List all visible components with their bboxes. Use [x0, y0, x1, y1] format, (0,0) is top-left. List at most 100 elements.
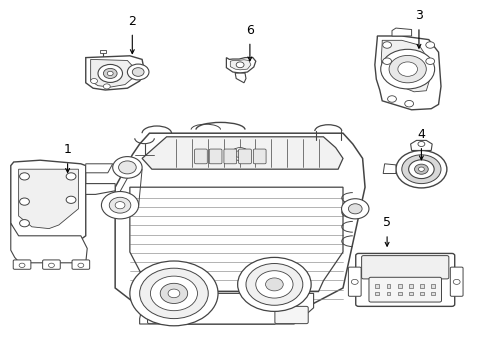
Bar [431, 292, 435, 295]
Polygon shape [91, 59, 135, 87]
Circle shape [107, 71, 113, 76]
Circle shape [388, 96, 396, 102]
Circle shape [402, 155, 441, 184]
Bar [100, 50, 106, 53]
Text: 5: 5 [383, 216, 391, 229]
Circle shape [132, 68, 144, 76]
FancyBboxPatch shape [13, 260, 31, 269]
Bar [375, 292, 379, 295]
Polygon shape [235, 73, 246, 83]
Bar [409, 292, 413, 295]
Polygon shape [11, 223, 87, 263]
Circle shape [91, 78, 98, 84]
Polygon shape [226, 58, 256, 73]
Circle shape [418, 167, 424, 171]
Circle shape [168, 289, 180, 298]
Polygon shape [86, 164, 113, 173]
Circle shape [426, 42, 435, 48]
Circle shape [127, 64, 149, 80]
Bar [398, 292, 402, 295]
Circle shape [383, 42, 392, 48]
Circle shape [426, 58, 435, 64]
Circle shape [20, 220, 29, 227]
Circle shape [109, 197, 131, 213]
Bar [398, 284, 402, 288]
Bar [420, 284, 424, 288]
Circle shape [235, 150, 245, 158]
Polygon shape [140, 293, 314, 324]
Polygon shape [381, 40, 429, 92]
Polygon shape [86, 184, 115, 194]
FancyBboxPatch shape [147, 306, 183, 324]
Circle shape [115, 202, 125, 209]
FancyBboxPatch shape [253, 149, 266, 164]
FancyBboxPatch shape [450, 267, 463, 296]
Polygon shape [86, 56, 145, 90]
FancyBboxPatch shape [275, 306, 308, 324]
Polygon shape [230, 60, 251, 70]
Circle shape [160, 283, 188, 303]
FancyBboxPatch shape [369, 277, 441, 302]
Circle shape [20, 173, 29, 180]
Circle shape [396, 150, 447, 188]
Circle shape [418, 141, 425, 147]
FancyBboxPatch shape [43, 260, 60, 269]
Circle shape [20, 198, 29, 205]
Circle shape [246, 264, 303, 305]
Circle shape [342, 199, 369, 219]
Bar [409, 284, 413, 288]
Circle shape [389, 55, 426, 83]
Text: 2: 2 [128, 15, 136, 28]
Circle shape [405, 100, 414, 107]
FancyBboxPatch shape [72, 260, 90, 269]
Circle shape [415, 164, 428, 174]
Circle shape [348, 204, 362, 214]
Circle shape [256, 271, 293, 298]
Circle shape [231, 148, 249, 161]
Circle shape [130, 261, 218, 326]
Text: 6: 6 [246, 24, 254, 37]
Text: 1: 1 [64, 143, 72, 156]
Circle shape [103, 84, 110, 89]
Polygon shape [375, 36, 441, 110]
Text: 3: 3 [415, 9, 423, 22]
Circle shape [266, 278, 283, 291]
Circle shape [49, 263, 54, 267]
Bar [420, 292, 424, 295]
Circle shape [150, 276, 197, 311]
Polygon shape [142, 137, 343, 169]
Circle shape [381, 49, 435, 89]
Circle shape [238, 257, 311, 311]
FancyBboxPatch shape [348, 267, 361, 296]
Circle shape [101, 192, 139, 219]
Circle shape [19, 263, 25, 267]
Circle shape [119, 161, 136, 174]
Circle shape [409, 160, 434, 179]
FancyBboxPatch shape [362, 256, 449, 279]
Polygon shape [392, 28, 412, 36]
Circle shape [98, 64, 122, 82]
FancyBboxPatch shape [224, 149, 237, 164]
Text: 4: 4 [417, 128, 425, 141]
Polygon shape [11, 160, 86, 257]
Polygon shape [19, 169, 78, 229]
Bar [387, 284, 391, 288]
Polygon shape [411, 140, 432, 150]
Circle shape [140, 268, 208, 319]
Circle shape [398, 62, 417, 76]
FancyBboxPatch shape [209, 149, 222, 164]
Bar [431, 284, 435, 288]
FancyBboxPatch shape [195, 149, 207, 164]
FancyBboxPatch shape [356, 253, 455, 306]
Bar [387, 292, 391, 295]
Circle shape [113, 157, 142, 178]
Circle shape [453, 279, 460, 284]
Circle shape [236, 62, 244, 68]
Circle shape [383, 58, 392, 64]
Circle shape [66, 173, 76, 180]
Circle shape [103, 68, 117, 78]
Circle shape [78, 263, 84, 267]
Polygon shape [115, 133, 365, 324]
FancyBboxPatch shape [239, 149, 251, 164]
Polygon shape [383, 164, 396, 174]
